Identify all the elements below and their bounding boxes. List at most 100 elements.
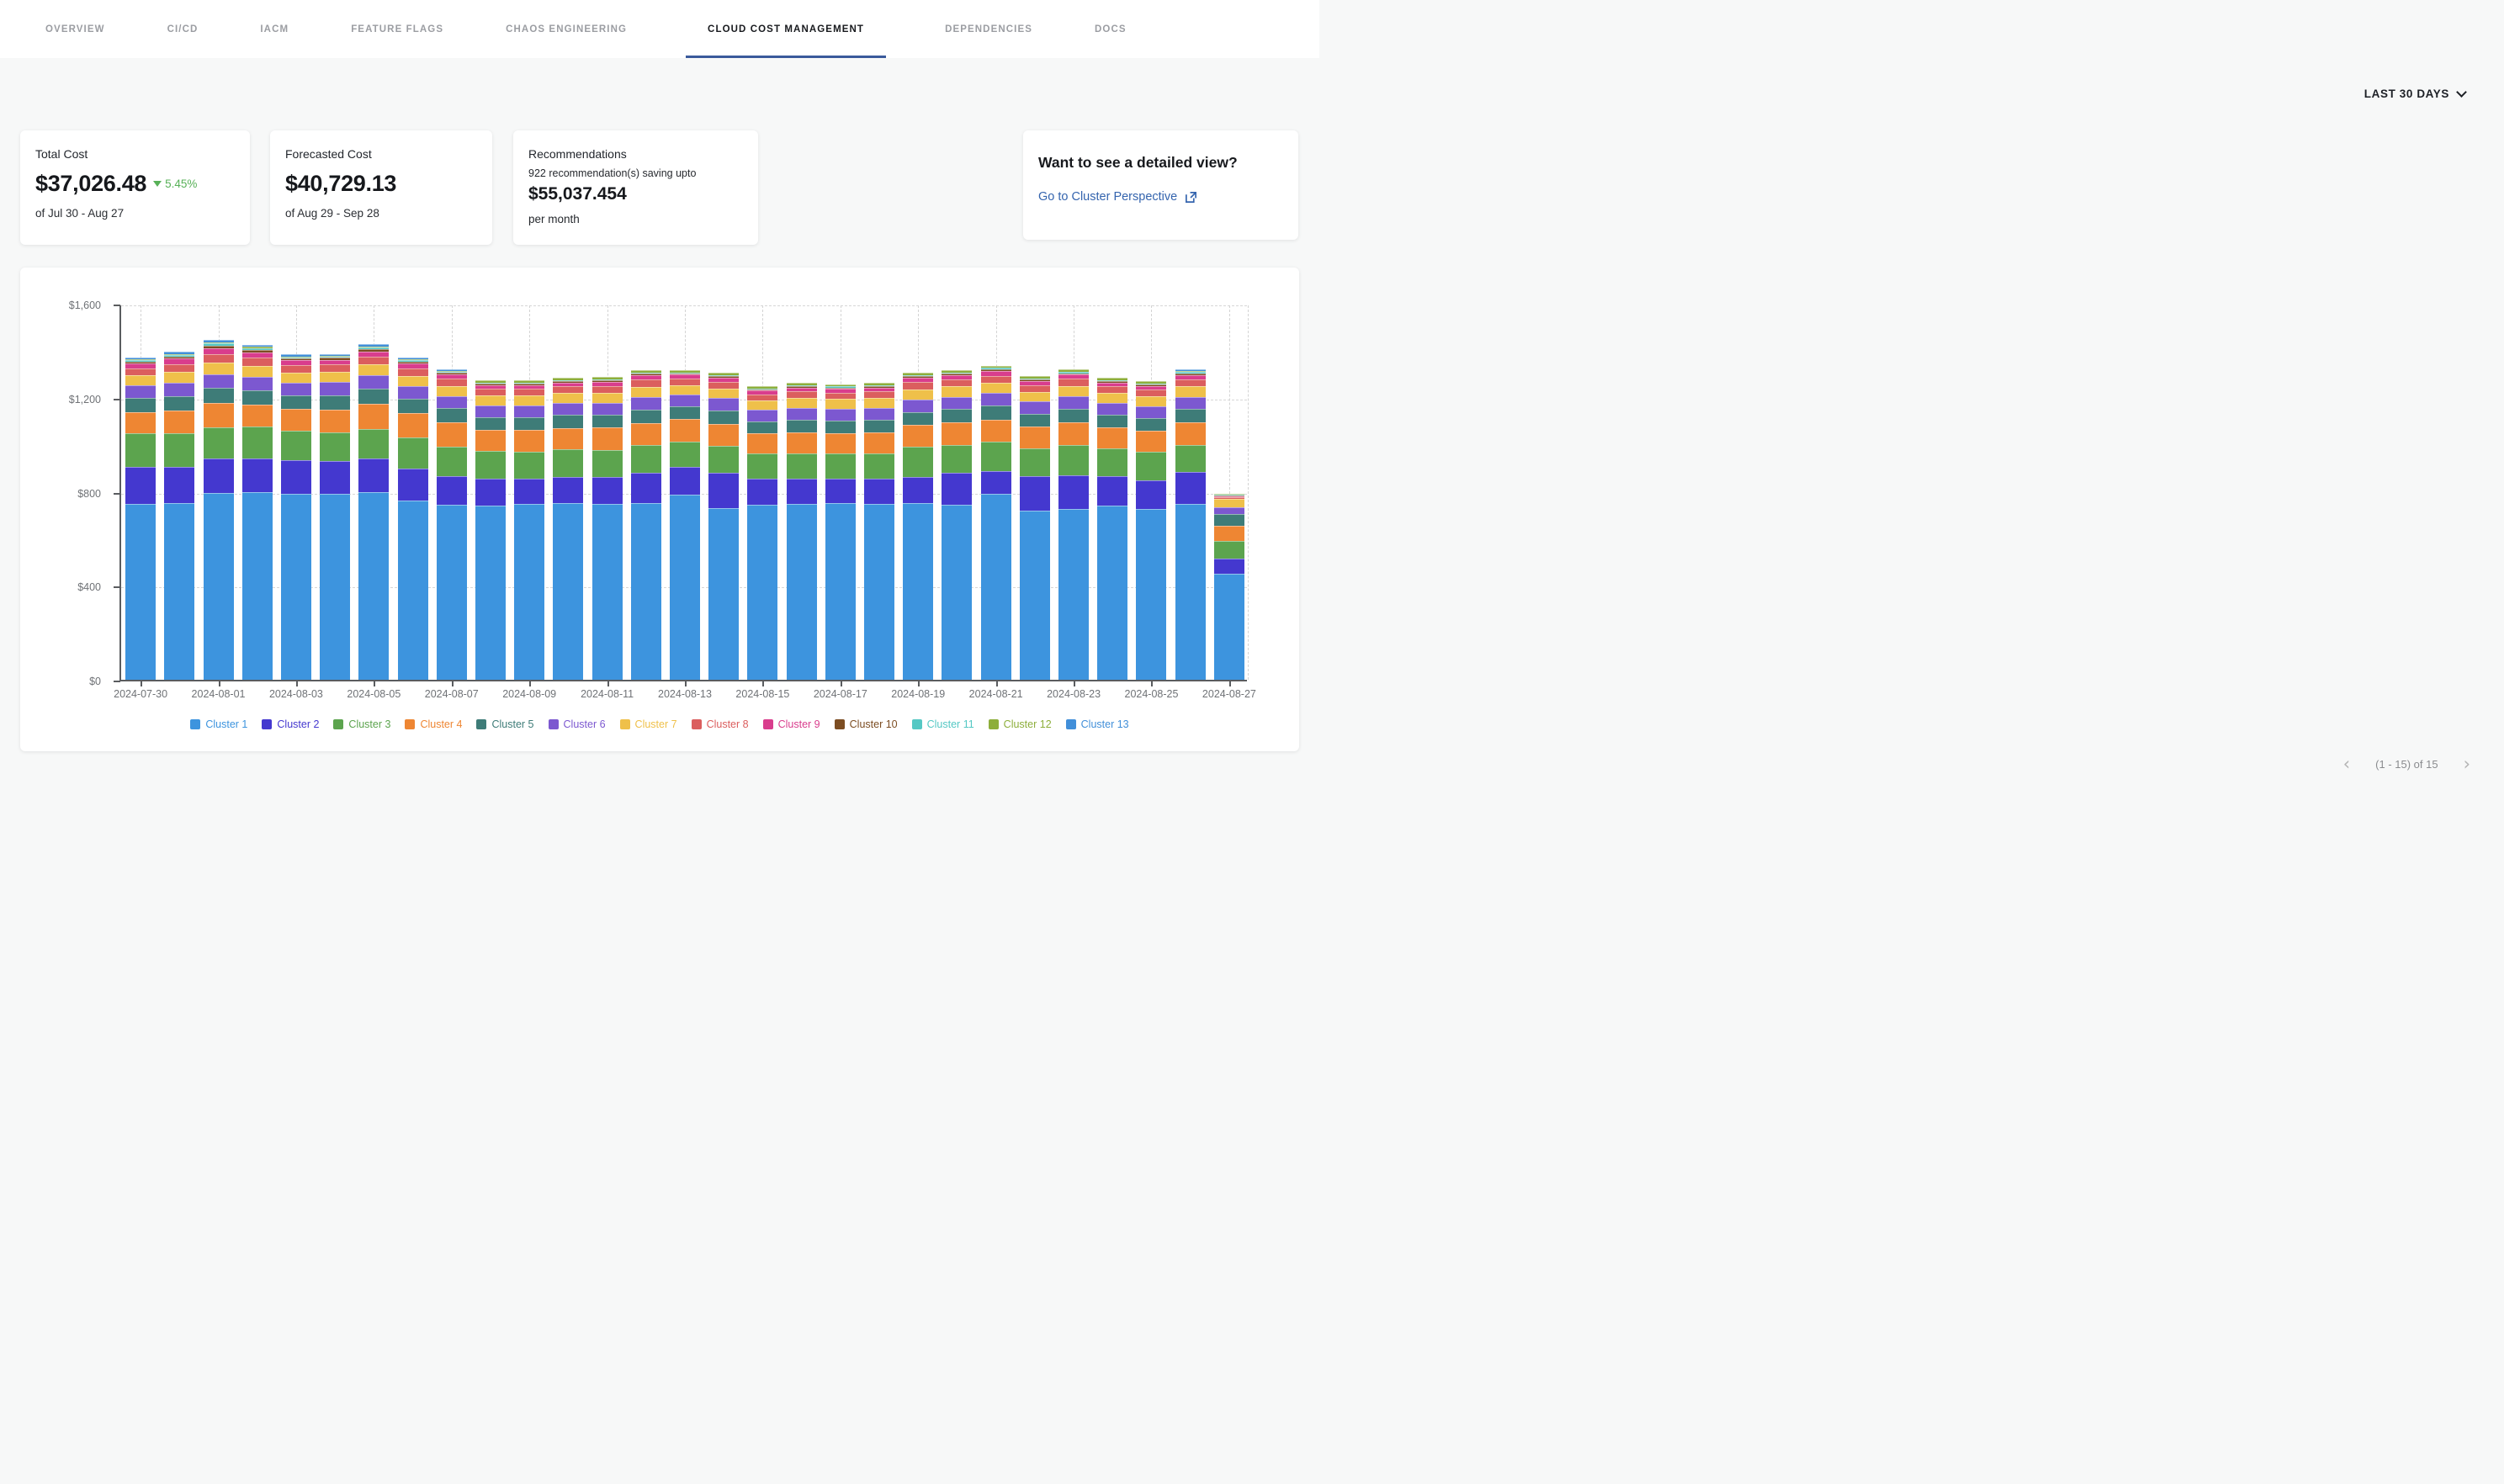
bar-segment-cluster-2[interactable] (320, 461, 350, 494)
bar-segment-cluster-8[interactable] (592, 386, 623, 393)
bar-segment-cluster-5[interactable] (670, 406, 700, 419)
bar-segment-cluster-2[interactable] (942, 473, 972, 505)
bar-segment-cluster-3[interactable] (358, 429, 389, 458)
bar-segment-cluster-4[interactable] (825, 433, 856, 453)
bar-segment-cluster-1[interactable] (981, 494, 1011, 680)
bar-segment-cluster-6[interactable] (125, 385, 156, 398)
bar-segment-cluster-7[interactable] (708, 389, 739, 399)
bar-segment-cluster-5[interactable] (125, 398, 156, 411)
bar-segment-cluster-4[interactable] (903, 425, 933, 447)
bar-segment-cluster-1[interactable] (864, 504, 894, 680)
bar-segment-cluster-8[interactable] (437, 379, 467, 385)
bar-segment-cluster-7[interactable] (320, 372, 350, 382)
legend-item-cluster-7[interactable]: Cluster 7 (620, 718, 677, 730)
bar-segment-cluster-8[interactable] (747, 395, 777, 400)
bar-segment-cluster-2[interactable] (903, 477, 933, 503)
bar-segment-cluster-5[interactable] (1136, 418, 1166, 431)
bar-segment-cluster-5[interactable] (942, 409, 972, 422)
bar-segment-cluster-8[interactable] (670, 379, 700, 385)
bar-segment-cluster-1[interactable] (747, 505, 777, 680)
bar-segment-cluster-1[interactable] (787, 504, 817, 680)
bar-segment-cluster-1[interactable] (1214, 574, 1244, 680)
bar-2024-08-17[interactable] (825, 384, 856, 680)
bar-segment-cluster-4[interactable] (553, 428, 583, 449)
bar-segment-cluster-3[interactable] (1136, 452, 1166, 480)
bar-segment-cluster-4[interactable] (631, 423, 661, 445)
bar-segment-cluster-1[interactable] (320, 494, 350, 680)
bar-segment-cluster-2[interactable] (981, 471, 1011, 494)
bar-segment-cluster-7[interactable] (475, 395, 506, 405)
bar-segment-cluster-3[interactable] (242, 427, 273, 458)
bar-segment-cluster-4[interactable] (1020, 427, 1050, 448)
tab-ci-cd[interactable]: CI/CD (164, 0, 202, 58)
bar-segment-cluster-5[interactable] (1020, 414, 1050, 427)
bar-segment-cluster-1[interactable] (475, 506, 506, 680)
bar-segment-cluster-6[interactable] (787, 408, 817, 420)
cluster-perspective-link[interactable]: Go to Cluster Perspective (1038, 190, 1283, 204)
bar-segment-cluster-2[interactable] (825, 479, 856, 503)
tab-overview[interactable]: OVERVIEW (42, 0, 109, 58)
bar-2024-08-20[interactable] (942, 370, 972, 680)
bar-segment-cluster-3[interactable] (164, 433, 194, 468)
bar-segment-cluster-4[interactable] (981, 420, 1011, 442)
bar-segment-cluster-1[interactable] (281, 494, 311, 680)
bar-segment-cluster-5[interactable] (981, 405, 1011, 419)
bar-segment-cluster-7[interactable] (1058, 386, 1089, 396)
bar-segment-cluster-3[interactable] (1175, 445, 1206, 472)
bar-segment-cluster-4[interactable] (437, 422, 467, 447)
bar-segment-cluster-5[interactable] (514, 417, 544, 430)
bar-segment-cluster-7[interactable] (204, 363, 234, 374)
bar-2024-08-01[interactable] (204, 340, 234, 680)
bar-2024-08-12[interactable] (631, 370, 661, 680)
legend-item-cluster-8[interactable]: Cluster 8 (692, 718, 749, 730)
bar-segment-cluster-3[interactable] (125, 433, 156, 467)
bar-segment-cluster-3[interactable] (708, 446, 739, 473)
bar-segment-cluster-2[interactable] (1214, 559, 1244, 573)
bar-segment-cluster-6[interactable] (747, 410, 777, 421)
bar-segment-cluster-8[interactable] (358, 357, 389, 365)
bar-2024-07-31[interactable] (164, 352, 194, 680)
bar-segment-cluster-4[interactable] (942, 422, 972, 444)
bar-segment-cluster-8[interactable] (281, 365, 311, 373)
chevron-right-icon[interactable]: › (2464, 755, 2470, 773)
bar-segment-cluster-5[interactable] (1175, 409, 1206, 422)
bar-2024-08-24[interactable] (1097, 378, 1127, 680)
bar-segment-cluster-8[interactable] (981, 376, 1011, 383)
bar-segment-cluster-1[interactable] (942, 505, 972, 680)
bar-segment-cluster-3[interactable] (553, 449, 583, 478)
bar-2024-08-05[interactable] (358, 344, 389, 680)
bar-segment-cluster-3[interactable] (475, 451, 506, 480)
bar-segment-cluster-6[interactable] (281, 383, 311, 395)
bar-segment-cluster-3[interactable] (981, 442, 1011, 471)
bar-segment-cluster-5[interactable] (1097, 415, 1127, 427)
bar-segment-cluster-4[interactable] (1097, 427, 1127, 448)
time-range-dropdown[interactable]: LAST 30 DAYS (2364, 87, 2465, 100)
bar-segment-cluster-6[interactable] (903, 400, 933, 412)
legend-item-cluster-12[interactable]: Cluster 12 (989, 718, 1052, 730)
bar-segment-cluster-7[interactable] (670, 385, 700, 395)
bar-segment-cluster-4[interactable] (125, 412, 156, 434)
bar-segment-cluster-3[interactable] (787, 453, 817, 480)
bar-segment-cluster-6[interactable] (358, 375, 389, 389)
bar-segment-cluster-3[interactable] (864, 453, 894, 480)
legend-item-cluster-11[interactable]: Cluster 11 (912, 718, 974, 730)
bar-segment-cluster-8[interactable] (708, 382, 739, 389)
bar-segment-cluster-8[interactable] (903, 382, 933, 389)
bar-segment-cluster-4[interactable] (475, 430, 506, 451)
bar-segment-cluster-3[interactable] (747, 453, 777, 480)
bar-segment-cluster-2[interactable] (242, 458, 273, 492)
bar-segment-cluster-8[interactable] (942, 379, 972, 386)
bar-segment-cluster-2[interactable] (1097, 476, 1127, 506)
bar-segment-cluster-5[interactable] (787, 420, 817, 432)
bar-2024-08-09[interactable] (514, 380, 544, 680)
bar-segment-cluster-1[interactable] (1097, 506, 1127, 680)
bar-segment-cluster-6[interactable] (1175, 397, 1206, 410)
bar-segment-cluster-2[interactable] (514, 479, 544, 504)
bar-segment-cluster-6[interactable] (320, 382, 350, 395)
bar-segment-cluster-2[interactable] (1058, 475, 1089, 509)
bar-segment-cluster-3[interactable] (631, 445, 661, 474)
bar-segment-cluster-6[interactable] (708, 398, 739, 411)
bar-2024-08-18[interactable] (864, 383, 894, 680)
bar-segment-cluster-4[interactable] (787, 432, 817, 453)
bar-segment-cluster-4[interactable] (708, 424, 739, 446)
